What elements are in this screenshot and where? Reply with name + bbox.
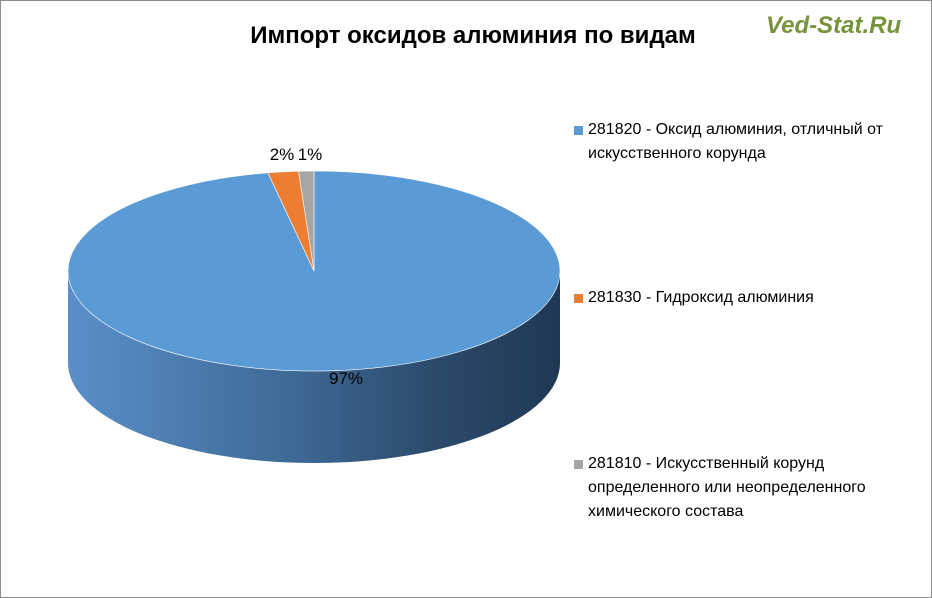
legend-item-corundum: 281810 - Искусственный корунд определенн… xyxy=(574,452,914,524)
legend-label-corundum: 281810 - Искусственный корунд определенн… xyxy=(588,455,866,520)
pie-slices xyxy=(67,170,561,372)
legend-item-oxide: 281820 - Оксид алюминия, отличный от иск… xyxy=(574,118,914,166)
data-label-hydroxide: 2% xyxy=(270,145,295,164)
pie-side-wall xyxy=(68,271,560,463)
legend-swatch-corundum xyxy=(574,460,583,469)
legend-item-hydroxide: 281830 - Гидроксид алюминия xyxy=(574,286,914,310)
legend-swatch-oxide xyxy=(574,126,583,135)
pie-slice-corundum xyxy=(298,170,315,272)
legend-label-hydroxide: 281830 - Гидроксид алюминия xyxy=(588,289,814,306)
legend-swatch-hydroxide xyxy=(574,294,583,303)
legend-label-oxide: 281820 - Оксид алюминия, отличный от иск… xyxy=(588,121,883,162)
data-label-oxide: 97% xyxy=(329,369,363,388)
pie-side-face xyxy=(68,271,560,463)
watermark-logo: Ved-Stat.Ru xyxy=(766,12,902,39)
pie-data-labels: 97% 2% 1% xyxy=(270,145,363,388)
chart-title: Импорт оксидов алюминия по видам xyxy=(250,22,696,49)
data-label-corundum: 1% xyxy=(298,145,323,164)
